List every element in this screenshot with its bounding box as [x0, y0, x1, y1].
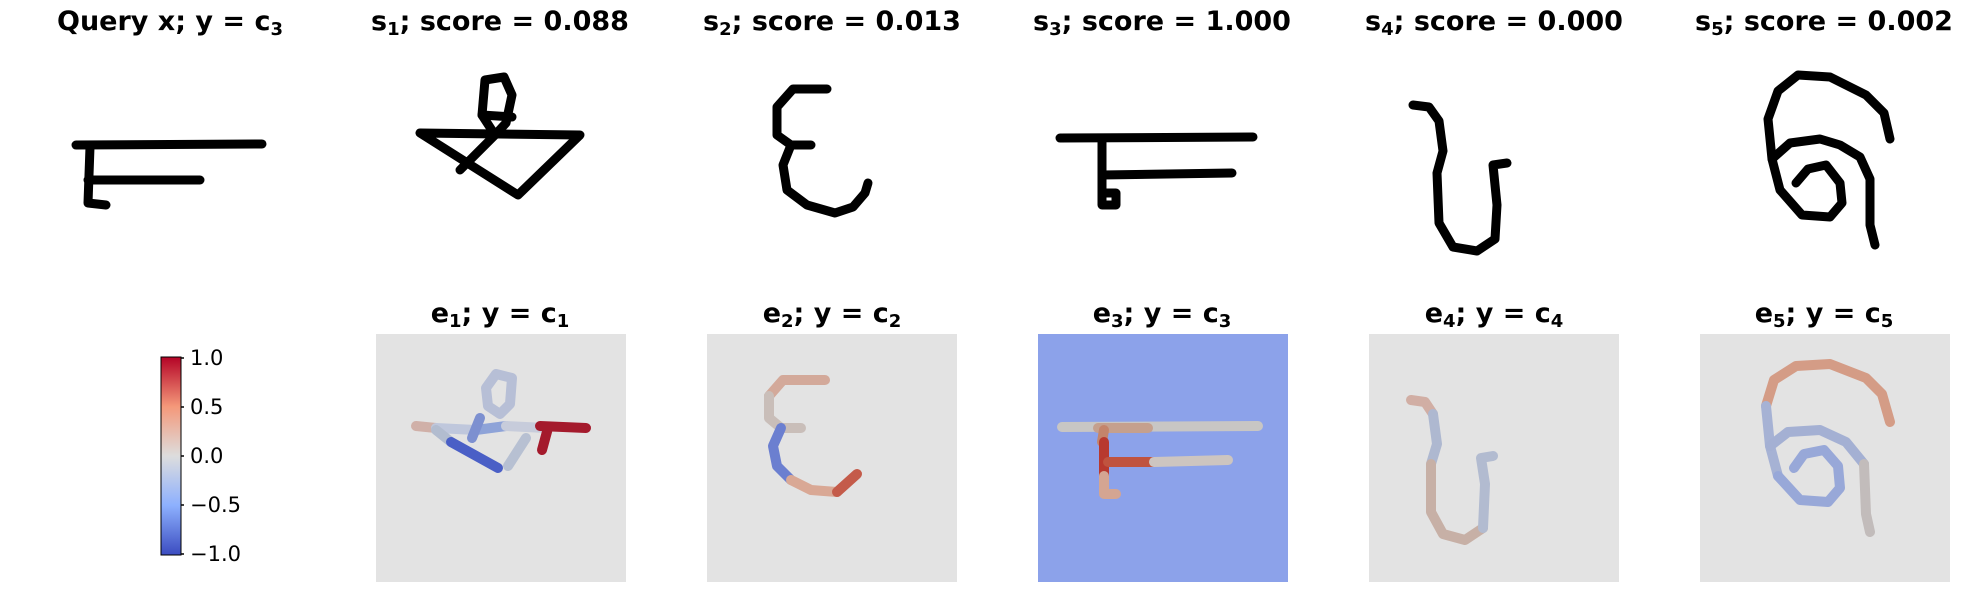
title-s1: s1; score = 0.088 — [371, 6, 629, 40]
colorbar-tick-1.0: 1.0 — [190, 346, 224, 370]
e3-heatmap-image — [1038, 334, 1288, 582]
title-e2: e2; y = c2 — [762, 298, 902, 332]
colorbar — [160, 356, 184, 556]
s1-glyph-image — [400, 55, 600, 295]
title-e5: e5; y = c5 — [1754, 298, 1894, 332]
title-e4: e4; y = c4 — [1424, 298, 1564, 332]
s5-glyph-image — [1730, 55, 1930, 295]
title-s5: s5; score = 0.002 — [1695, 6, 1953, 40]
colorbar-tick-0.0: 0.0 — [190, 444, 224, 468]
title-s4: s4; score = 0.000 — [1365, 6, 1623, 40]
colorbar-tick-neg0.5: −0.5 — [190, 493, 241, 517]
s2-glyph-image — [735, 55, 935, 295]
title-e1: e1; y = c1 — [430, 298, 570, 332]
e4-heatmap-image — [1369, 334, 1619, 582]
title-query: Query x; y = c3 — [57, 6, 283, 40]
title-s2: s2; score = 0.013 — [703, 6, 961, 40]
title-s3: s3; score = 1.000 — [1033, 6, 1291, 40]
e5-heatmap-image — [1700, 334, 1950, 582]
colorbar-tick-neg1.0: −1.0 — [190, 542, 241, 566]
title-e3: e3; y = c3 — [1092, 298, 1232, 332]
colorbar-tick-0.5: 0.5 — [190, 395, 224, 419]
s3-glyph-image — [1050, 55, 1280, 295]
s4-glyph-image — [1395, 55, 1595, 295]
query-glyph-image — [50, 55, 300, 295]
e1-heatmap-image — [376, 334, 626, 582]
e2-heatmap-image — [707, 334, 957, 582]
